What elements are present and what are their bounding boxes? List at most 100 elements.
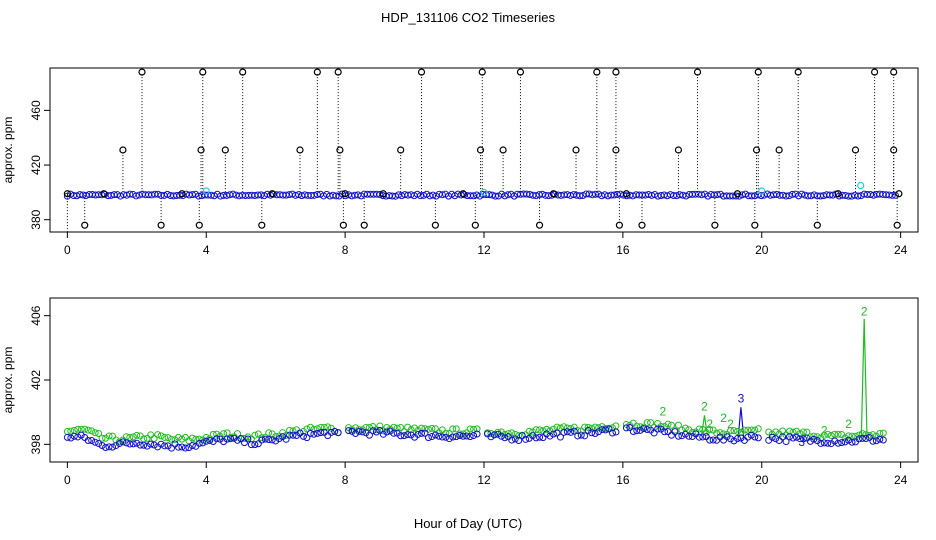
data-point	[497, 432, 505, 440]
data-point	[463, 432, 471, 440]
data-point	[817, 439, 825, 447]
data-point	[84, 437, 92, 445]
x-tick-label: 0	[64, 473, 71, 487]
data-point	[185, 444, 193, 452]
data-point	[563, 424, 571, 432]
data-point	[529, 432, 537, 440]
data-point	[383, 423, 391, 431]
x-tick-label: 4	[203, 243, 210, 257]
spike-point	[890, 146, 898, 154]
data-point	[491, 192, 499, 200]
spike-point	[674, 146, 683, 154]
data-point	[108, 443, 116, 451]
spike-point	[360, 221, 368, 229]
data-point	[150, 435, 158, 443]
data-point	[470, 432, 478, 440]
data-point	[754, 425, 762, 433]
data-point	[556, 433, 564, 441]
data-point	[379, 430, 387, 438]
spike-point	[476, 146, 485, 154]
data-point	[393, 424, 401, 432]
data-point	[633, 422, 641, 430]
spike-point	[752, 146, 761, 154]
data-point	[567, 428, 575, 436]
data-point	[421, 425, 429, 433]
data-point	[508, 436, 516, 444]
data-point	[685, 432, 693, 440]
data-point	[265, 436, 273, 444]
data-point	[372, 426, 380, 434]
data-point	[796, 430, 804, 438]
spike-line	[737, 407, 745, 438]
data-point	[602, 426, 610, 434]
data-point	[376, 191, 384, 199]
data-point	[310, 430, 318, 438]
spike-point	[572, 146, 580, 154]
y-axis-label: approx. ppm	[1, 117, 15, 184]
spike-point	[612, 146, 620, 154]
data-point	[511, 435, 519, 443]
data-point	[136, 441, 144, 449]
data-point	[240, 434, 248, 442]
data-point	[390, 429, 398, 437]
data-point	[230, 434, 238, 442]
spike-point	[339, 221, 347, 229]
spike-point	[459, 190, 467, 198]
data-label: 2	[821, 424, 828, 438]
data-point	[608, 429, 616, 437]
figure-title: HDP_131106 CO2 Timeseries	[381, 10, 555, 25]
data-point	[181, 444, 189, 452]
spike-point	[794, 68, 802, 76]
data-point	[188, 442, 196, 450]
data-point	[424, 425, 432, 433]
data-point	[865, 433, 873, 441]
y-tick-label: 398	[29, 434, 43, 454]
data-point	[768, 433, 776, 441]
data-point	[798, 190, 806, 198]
data-point	[275, 432, 283, 440]
data-point	[70, 432, 78, 440]
data-point	[67, 427, 75, 435]
data-point	[126, 440, 134, 448]
data-point	[650, 429, 658, 437]
data-point	[438, 433, 446, 441]
data-point	[147, 431, 155, 439]
data-point	[723, 433, 731, 441]
data-point	[879, 429, 887, 437]
data-point	[81, 425, 89, 433]
data-point	[848, 438, 856, 446]
data-point	[178, 443, 186, 451]
data-point	[820, 431, 828, 439]
data-point	[487, 433, 495, 441]
data-point	[206, 436, 214, 444]
data-point	[442, 433, 450, 441]
data-point	[716, 429, 724, 437]
spike-point	[478, 68, 486, 76]
data-point	[626, 423, 634, 431]
data-point	[494, 430, 502, 438]
data-point	[299, 432, 307, 440]
data-point	[713, 191, 721, 199]
spike-point	[549, 190, 558, 198]
spike-point	[733, 190, 742, 198]
spike-point	[851, 146, 860, 154]
data-point	[654, 425, 662, 433]
data-point	[275, 435, 283, 443]
data-point	[570, 427, 578, 435]
data-point	[313, 429, 321, 437]
spike-point	[379, 190, 387, 198]
data-point	[765, 428, 773, 436]
data-point	[466, 425, 474, 433]
data-point	[140, 441, 148, 449]
data-point	[174, 433, 182, 441]
spike-point	[81, 221, 89, 229]
data-point	[466, 433, 474, 441]
data-point	[456, 432, 464, 440]
data-point	[442, 429, 450, 437]
data-point	[334, 429, 342, 437]
spike-point	[119, 146, 127, 154]
data-point	[845, 432, 853, 440]
data-point	[841, 438, 849, 446]
data-point	[418, 429, 426, 437]
